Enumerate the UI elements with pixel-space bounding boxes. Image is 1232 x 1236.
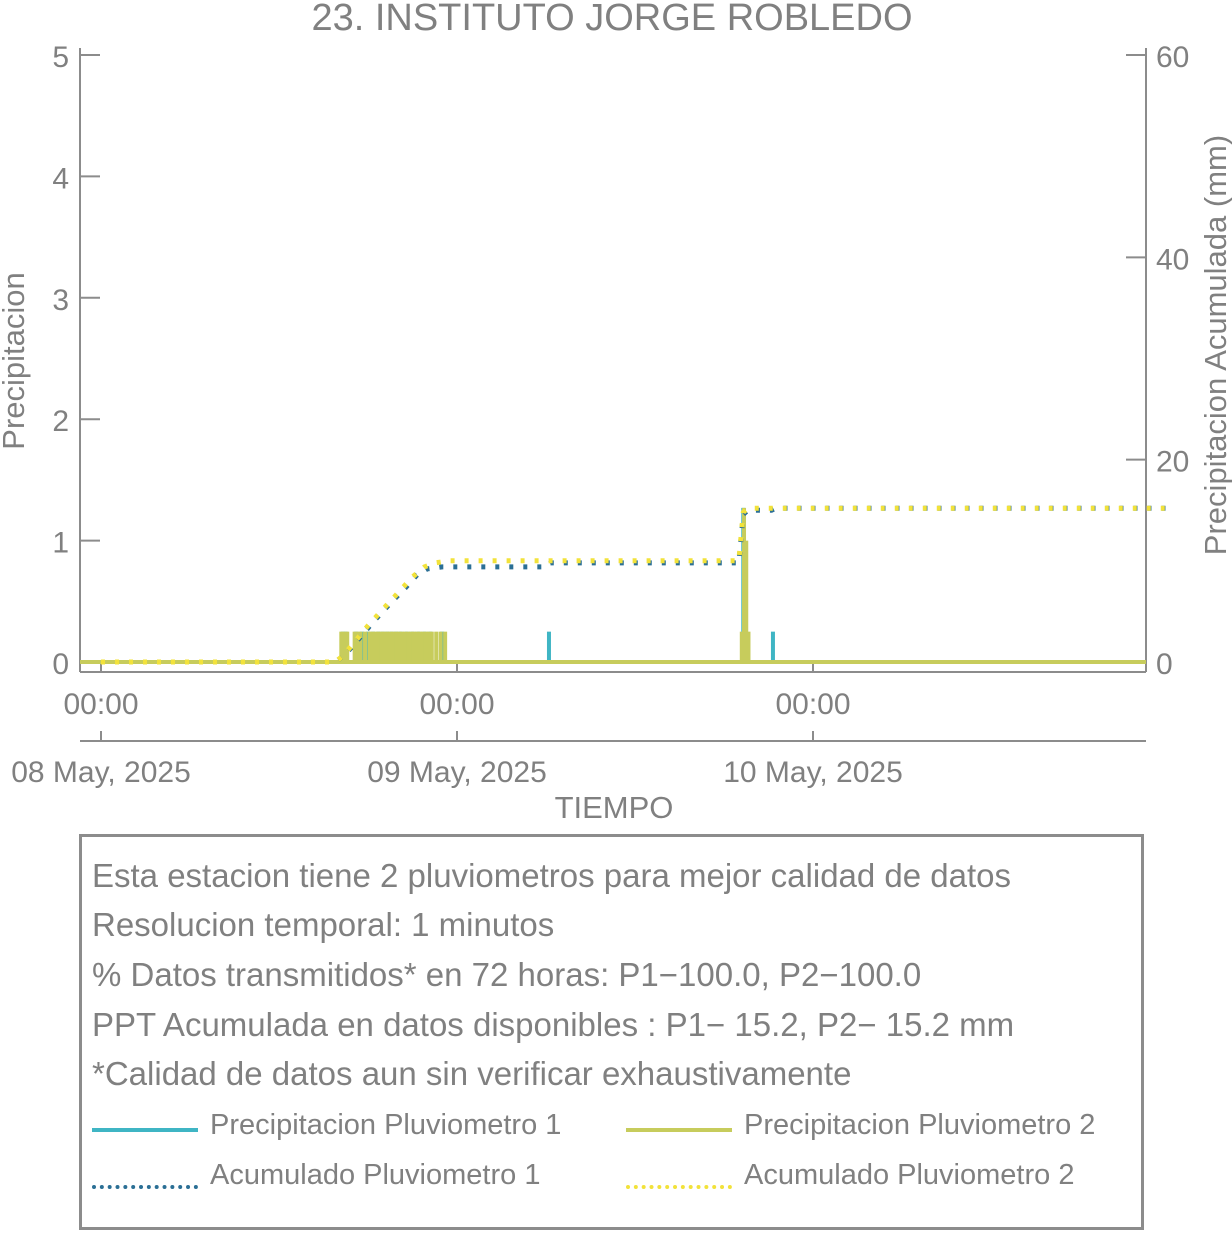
legend-label: Acumulado Pluviometro 1: [210, 1159, 541, 1191]
legend-swatch: [92, 1185, 198, 1189]
x-tick-label-date: 08 May, 2025: [11, 756, 191, 789]
info-line-stations: Esta estacion tiene 2 pluviometros para …: [92, 857, 1012, 894]
y-left-tick-label: 1: [52, 527, 69, 560]
legend-swatch: [92, 1128, 198, 1132]
legend-label: Acumulado Pluviometro 2: [744, 1159, 1075, 1191]
legend-swatch: [626, 1185, 732, 1189]
info-line-quality: *Calidad de datos aun sin verificar exha…: [92, 1055, 852, 1092]
x-tick-label-date: 10 May, 2025: [723, 756, 903, 789]
y-left-tick-label: 4: [52, 162, 69, 195]
legend-swatch: [626, 1128, 732, 1132]
y-axis-left-label: Precipitacion: [0, 272, 31, 449]
y-left-tick-label: 2: [52, 405, 69, 438]
info-line-resolution: Resolucion temporal: 1 minutos: [92, 906, 555, 943]
x-tick-label-time: 00:00: [775, 688, 850, 721]
info-line-accumulated: PPT Acumulada en datos disponibles : P1−…: [92, 1006, 1015, 1043]
y-left-tick-label: 0: [52, 648, 69, 681]
x-tick-label-time: 00:00: [419, 688, 494, 721]
legend-label: Precipitacion Pluviometro 2: [744, 1109, 1096, 1141]
y-right-tick-label: 0: [1156, 648, 1173, 681]
accumulated-line: [101, 505, 1169, 665]
y-right-tick-label: 40: [1156, 243, 1189, 276]
chart-title: 23. INSTITUTO JORGE ROBLEDO: [311, 0, 912, 39]
plot-area: [80, 505, 1169, 665]
y-right-tick-label: 20: [1156, 446, 1189, 479]
y-right-tick-label: 60: [1156, 41, 1189, 74]
x-axis-label: TIEMPO: [555, 790, 674, 825]
accumulated-line: [101, 505, 1169, 665]
legend-label: Precipitacion Pluviometro 1: [210, 1109, 562, 1141]
info-box: Esta estacion tiene 2 pluviometros para …: [79, 834, 1144, 1230]
y-left-tick-label: 5: [52, 41, 69, 74]
axes: 0 1 2 3 4 5 0 20 40 60 00:00 08 May, 2025 00:00 09 Ma…: [11, 41, 1189, 789]
y-left-tick-label: 3: [52, 284, 69, 317]
x-tick-label-date: 09 May, 2025: [367, 756, 547, 789]
y-axis-right-label: Precipitacion Acumulada (mm): [1198, 135, 1232, 555]
chart: 23. INSTITUTO JORGE ROBLEDO Precipitacio…: [0, 0, 1232, 825]
info-line-transmitted: % Datos transmitidos* en 72 horas: P1−10…: [92, 956, 922, 993]
x-tick-label-time: 00:00: [63, 688, 138, 721]
